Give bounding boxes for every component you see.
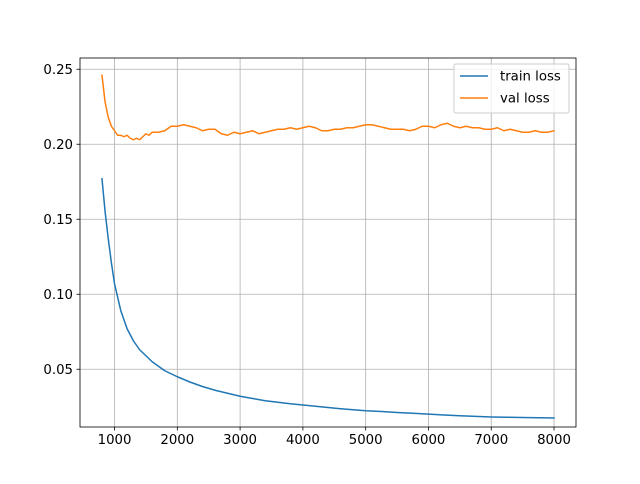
x-tick-label: 2000 [160,433,194,448]
x-tick-label: 4000 [286,433,320,448]
y-tick-label: 0.20 [43,138,73,153]
plot-area-frame [79,57,577,428]
series-line-val-loss [101,74,555,141]
x-tick-label: 5000 [349,433,383,448]
legend-label-train-loss: train loss [500,70,561,85]
y-tick-label: 0.05 [43,363,73,378]
legend: train loss val loss [453,63,570,114]
axis-ticks: 1000 2000 3000 4000 5000 6000 7000 8000 0.05 0.10… [43,63,571,448]
legend-label-val-loss: val loss [500,92,550,107]
y-tick-label: 0.10 [43,288,73,303]
x-tick-label: 1000 [98,433,132,448]
x-tick-label: 7000 [474,433,508,448]
x-tick-label: 3000 [223,433,257,448]
x-tick-label: 8000 [537,433,571,448]
x-tick-label: 6000 [412,433,446,448]
series-line-train-loss [101,177,555,419]
y-tick-label: 0.15 [43,213,73,228]
series-lines [101,74,555,419]
y-tick-label: 0.25 [43,63,73,78]
